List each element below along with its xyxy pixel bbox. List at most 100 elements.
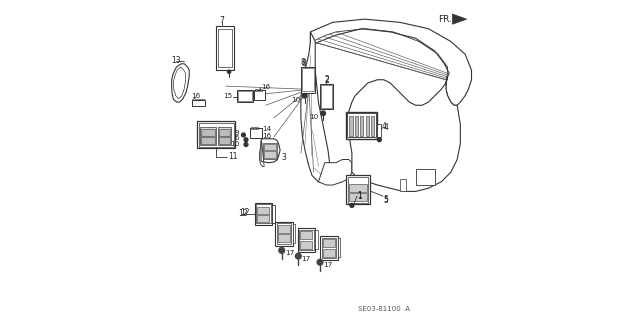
Bar <box>260 89 262 91</box>
Circle shape <box>227 70 230 73</box>
Text: 16: 16 <box>262 133 272 138</box>
Bar <box>257 207 269 214</box>
Bar <box>195 99 196 100</box>
Bar <box>202 99 204 100</box>
Bar <box>219 129 230 136</box>
Text: 1: 1 <box>358 192 362 201</box>
Bar <box>264 151 276 158</box>
Circle shape <box>350 204 354 207</box>
Text: 5: 5 <box>384 195 388 204</box>
Bar <box>256 204 271 223</box>
Bar <box>349 193 367 201</box>
Circle shape <box>296 253 301 259</box>
Bar <box>300 241 312 249</box>
Polygon shape <box>261 139 280 163</box>
Text: 3: 3 <box>282 153 287 162</box>
Polygon shape <box>319 160 352 185</box>
Text: 7: 7 <box>220 16 224 25</box>
Bar <box>218 29 232 67</box>
Bar <box>197 121 236 148</box>
Bar <box>337 238 340 257</box>
Bar <box>278 225 290 233</box>
Text: 5: 5 <box>384 197 388 205</box>
Text: 16: 16 <box>191 93 200 99</box>
Bar <box>348 177 369 203</box>
Text: 1: 1 <box>358 191 362 200</box>
Bar <box>219 137 230 144</box>
Bar <box>257 215 269 222</box>
Bar <box>200 99 202 100</box>
Bar <box>218 127 231 145</box>
Text: 8: 8 <box>301 58 305 67</box>
Bar <box>250 128 262 138</box>
Circle shape <box>303 93 307 98</box>
Bar <box>316 230 318 249</box>
Bar <box>346 112 378 139</box>
Text: FR.: FR. <box>438 15 452 24</box>
Bar <box>349 184 367 192</box>
Bar <box>193 100 205 106</box>
Bar <box>254 127 255 129</box>
Bar <box>258 89 259 91</box>
Polygon shape <box>301 32 330 182</box>
Bar <box>378 124 381 137</box>
Text: 4: 4 <box>382 122 387 130</box>
Bar <box>349 116 353 136</box>
Bar <box>272 205 275 223</box>
Bar <box>238 91 252 101</box>
Bar <box>347 113 376 137</box>
Bar <box>298 228 316 252</box>
Bar <box>253 90 265 100</box>
Text: 9: 9 <box>234 130 239 136</box>
Bar <box>360 116 364 136</box>
Text: 10: 10 <box>230 141 239 146</box>
Text: 6: 6 <box>234 135 239 141</box>
Text: 12: 12 <box>238 209 247 218</box>
Bar <box>320 236 337 260</box>
Bar <box>199 123 234 147</box>
Bar <box>321 238 336 258</box>
Bar <box>346 175 370 204</box>
Text: 8: 8 <box>301 59 307 68</box>
Circle shape <box>317 259 323 265</box>
Bar <box>255 89 257 91</box>
Bar <box>275 222 293 246</box>
Text: 12: 12 <box>241 208 250 217</box>
Bar <box>200 127 216 145</box>
Text: 13: 13 <box>172 56 181 65</box>
Bar <box>323 249 335 257</box>
Text: 11: 11 <box>228 152 237 161</box>
Bar <box>371 116 374 136</box>
Bar <box>302 68 314 91</box>
Text: 17: 17 <box>285 250 294 256</box>
Bar <box>197 99 199 100</box>
Text: 14: 14 <box>262 126 272 132</box>
Polygon shape <box>310 19 472 105</box>
Circle shape <box>244 138 248 142</box>
Bar <box>202 129 215 136</box>
Bar <box>320 84 333 109</box>
Bar <box>277 223 291 244</box>
Bar <box>323 239 335 247</box>
Bar <box>202 137 215 144</box>
Text: 15: 15 <box>223 93 232 99</box>
Bar <box>293 224 296 243</box>
Text: SE03-81100  A: SE03-81100 A <box>358 306 410 312</box>
Circle shape <box>279 248 285 253</box>
Bar <box>252 127 253 129</box>
Text: 17: 17 <box>301 256 311 262</box>
Text: 16: 16 <box>261 84 271 90</box>
Bar <box>416 169 435 185</box>
Bar <box>216 26 234 70</box>
Polygon shape <box>172 64 189 102</box>
Bar <box>237 90 253 102</box>
Bar <box>263 143 276 159</box>
Text: 10: 10 <box>291 98 300 103</box>
Bar <box>321 85 332 108</box>
Bar <box>355 116 358 136</box>
Bar <box>278 234 290 242</box>
Text: 4: 4 <box>383 123 388 132</box>
Bar <box>365 116 369 136</box>
Bar <box>257 127 258 129</box>
Polygon shape <box>452 14 467 24</box>
